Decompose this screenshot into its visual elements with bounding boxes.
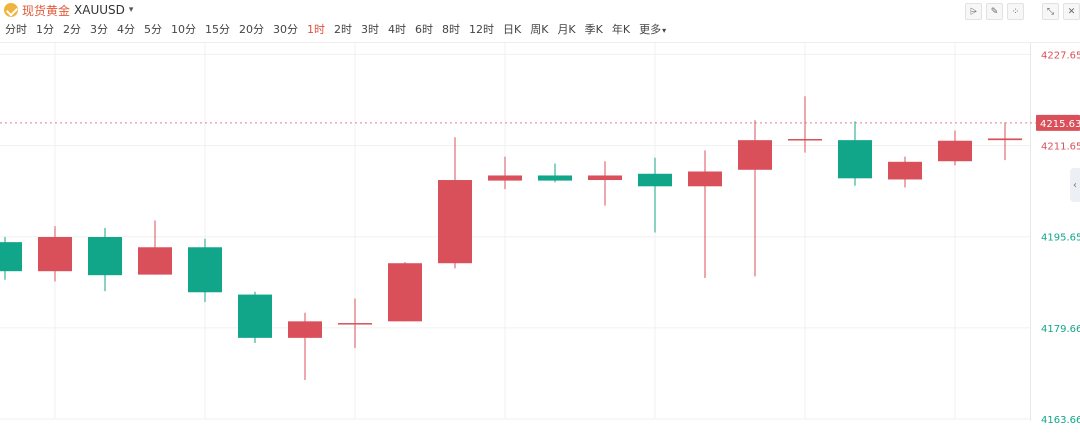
draw-icon[interactable]: ✎ [986, 3, 1003, 20]
y-tick-label: 4211.65 [1041, 142, 1080, 153]
candle-body [738, 140, 772, 170]
tab-timeframe[interactable]: 15分 [205, 23, 230, 36]
y-tick-label: 4195.65 [1041, 233, 1080, 244]
candle-body [338, 323, 372, 325]
tab-timeframe[interactable]: 年K [611, 23, 631, 36]
candle-body [538, 175, 572, 181]
candle-body [638, 173, 672, 187]
candle-body [838, 140, 872, 179]
more-dropdown-icon: ▾ [662, 26, 667, 35]
close-icon[interactable]: ✕ [1063, 3, 1080, 20]
candle-body [288, 321, 322, 338]
y-tick-label: 4163.66 [1041, 415, 1080, 426]
timeframe-tabs: 分时 1分 2分 3分 4分 5分 10分 15分 20分 30分 1时 2时 3时 4时 6时 8时 12时日… [5, 21, 666, 37]
tab-timeframe[interactable]: 8时 [442, 23, 460, 36]
tab-timeframe[interactable]: 1时 [307, 23, 325, 36]
tab-timeframe[interactable]: 2分 [63, 23, 81, 36]
shrink-icon[interactable]: ⤡ [1042, 3, 1059, 20]
candle-body [188, 247, 222, 293]
candle-body [238, 294, 272, 338]
tab-timeframe[interactable]: 2时 [334, 23, 352, 36]
candle-body [88, 237, 122, 276]
y-tick-label: 4227.65 [1041, 50, 1080, 61]
candle-body [788, 139, 822, 141]
chart-toolbar: ⩥ ✎ ⁘ ⤡ ✕ [965, 3, 1080, 20]
candle-body [438, 180, 472, 264]
chevron-left-icon: ‹ [1073, 179, 1077, 191]
tab-timeframe[interactable]: 20分 [239, 23, 264, 36]
tab-timeframe[interactable]: 10分 [171, 23, 196, 36]
tab-timeframe[interactable]: 4时 [388, 23, 406, 36]
side-panel-toggle[interactable]: ‹ [1070, 168, 1080, 202]
candle-body [988, 138, 1022, 141]
gold-logo-icon [4, 3, 18, 17]
line-style-icon[interactable]: ⩥ [965, 3, 982, 20]
current-price-label: 4215.63 [1040, 119, 1080, 130]
symbol-title[interactable]: 现货黄金 XAUUSD ▾ [4, 1, 133, 19]
candle-body [938, 140, 972, 162]
tab-timeframe[interactable]: 1分 [36, 23, 54, 36]
tab-timeframe[interactable]: 更多▾ [639, 23, 667, 36]
symbol-dropdown-icon[interactable]: ▾ [128, 5, 134, 15]
candle-body [488, 175, 522, 181]
tab-timeframe[interactable]: 日K [503, 23, 522, 36]
candle-body [38, 237, 72, 272]
candle-body [588, 175, 622, 181]
indicator-icon[interactable]: ⁘ [1007, 3, 1024, 20]
tab-timeframe[interactable]: 3时 [361, 23, 379, 36]
y-tick-label: 4179.66 [1041, 324, 1080, 335]
tab-timeframe[interactable]: 12时 [469, 23, 494, 36]
candle-body [688, 171, 722, 187]
instrument-name: 现货黄金 [22, 3, 71, 18]
tab-timeframe[interactable]: 3分 [90, 23, 108, 36]
current-price-badge [1036, 114, 1080, 131]
candle-body [138, 247, 172, 275]
tab-timeframe[interactable]: 4分 [117, 23, 135, 36]
tab-timeframe[interactable]: 分时 [5, 23, 27, 36]
instrument-symbol: XAUUSD [74, 3, 125, 17]
tab-timeframe[interactable]: 周K [530, 23, 549, 36]
candle-body [888, 161, 922, 180]
header-divider [0, 42, 1080, 43]
candle-body [388, 263, 422, 322]
tab-timeframe[interactable]: 6时 [415, 23, 433, 36]
candle-body [0, 242, 22, 272]
tab-timeframe[interactable]: 5分 [144, 23, 162, 36]
candlestick-chart[interactable]: 4227.65 4211.65 4195.65 4179.66 4163.66 4215.… [0, 43, 1080, 440]
tab-timeframe[interactable]: 季K [584, 23, 603, 36]
tab-timeframe[interactable]: 30分 [273, 23, 298, 36]
tab-timeframe[interactable]: 月K [557, 23, 576, 36]
